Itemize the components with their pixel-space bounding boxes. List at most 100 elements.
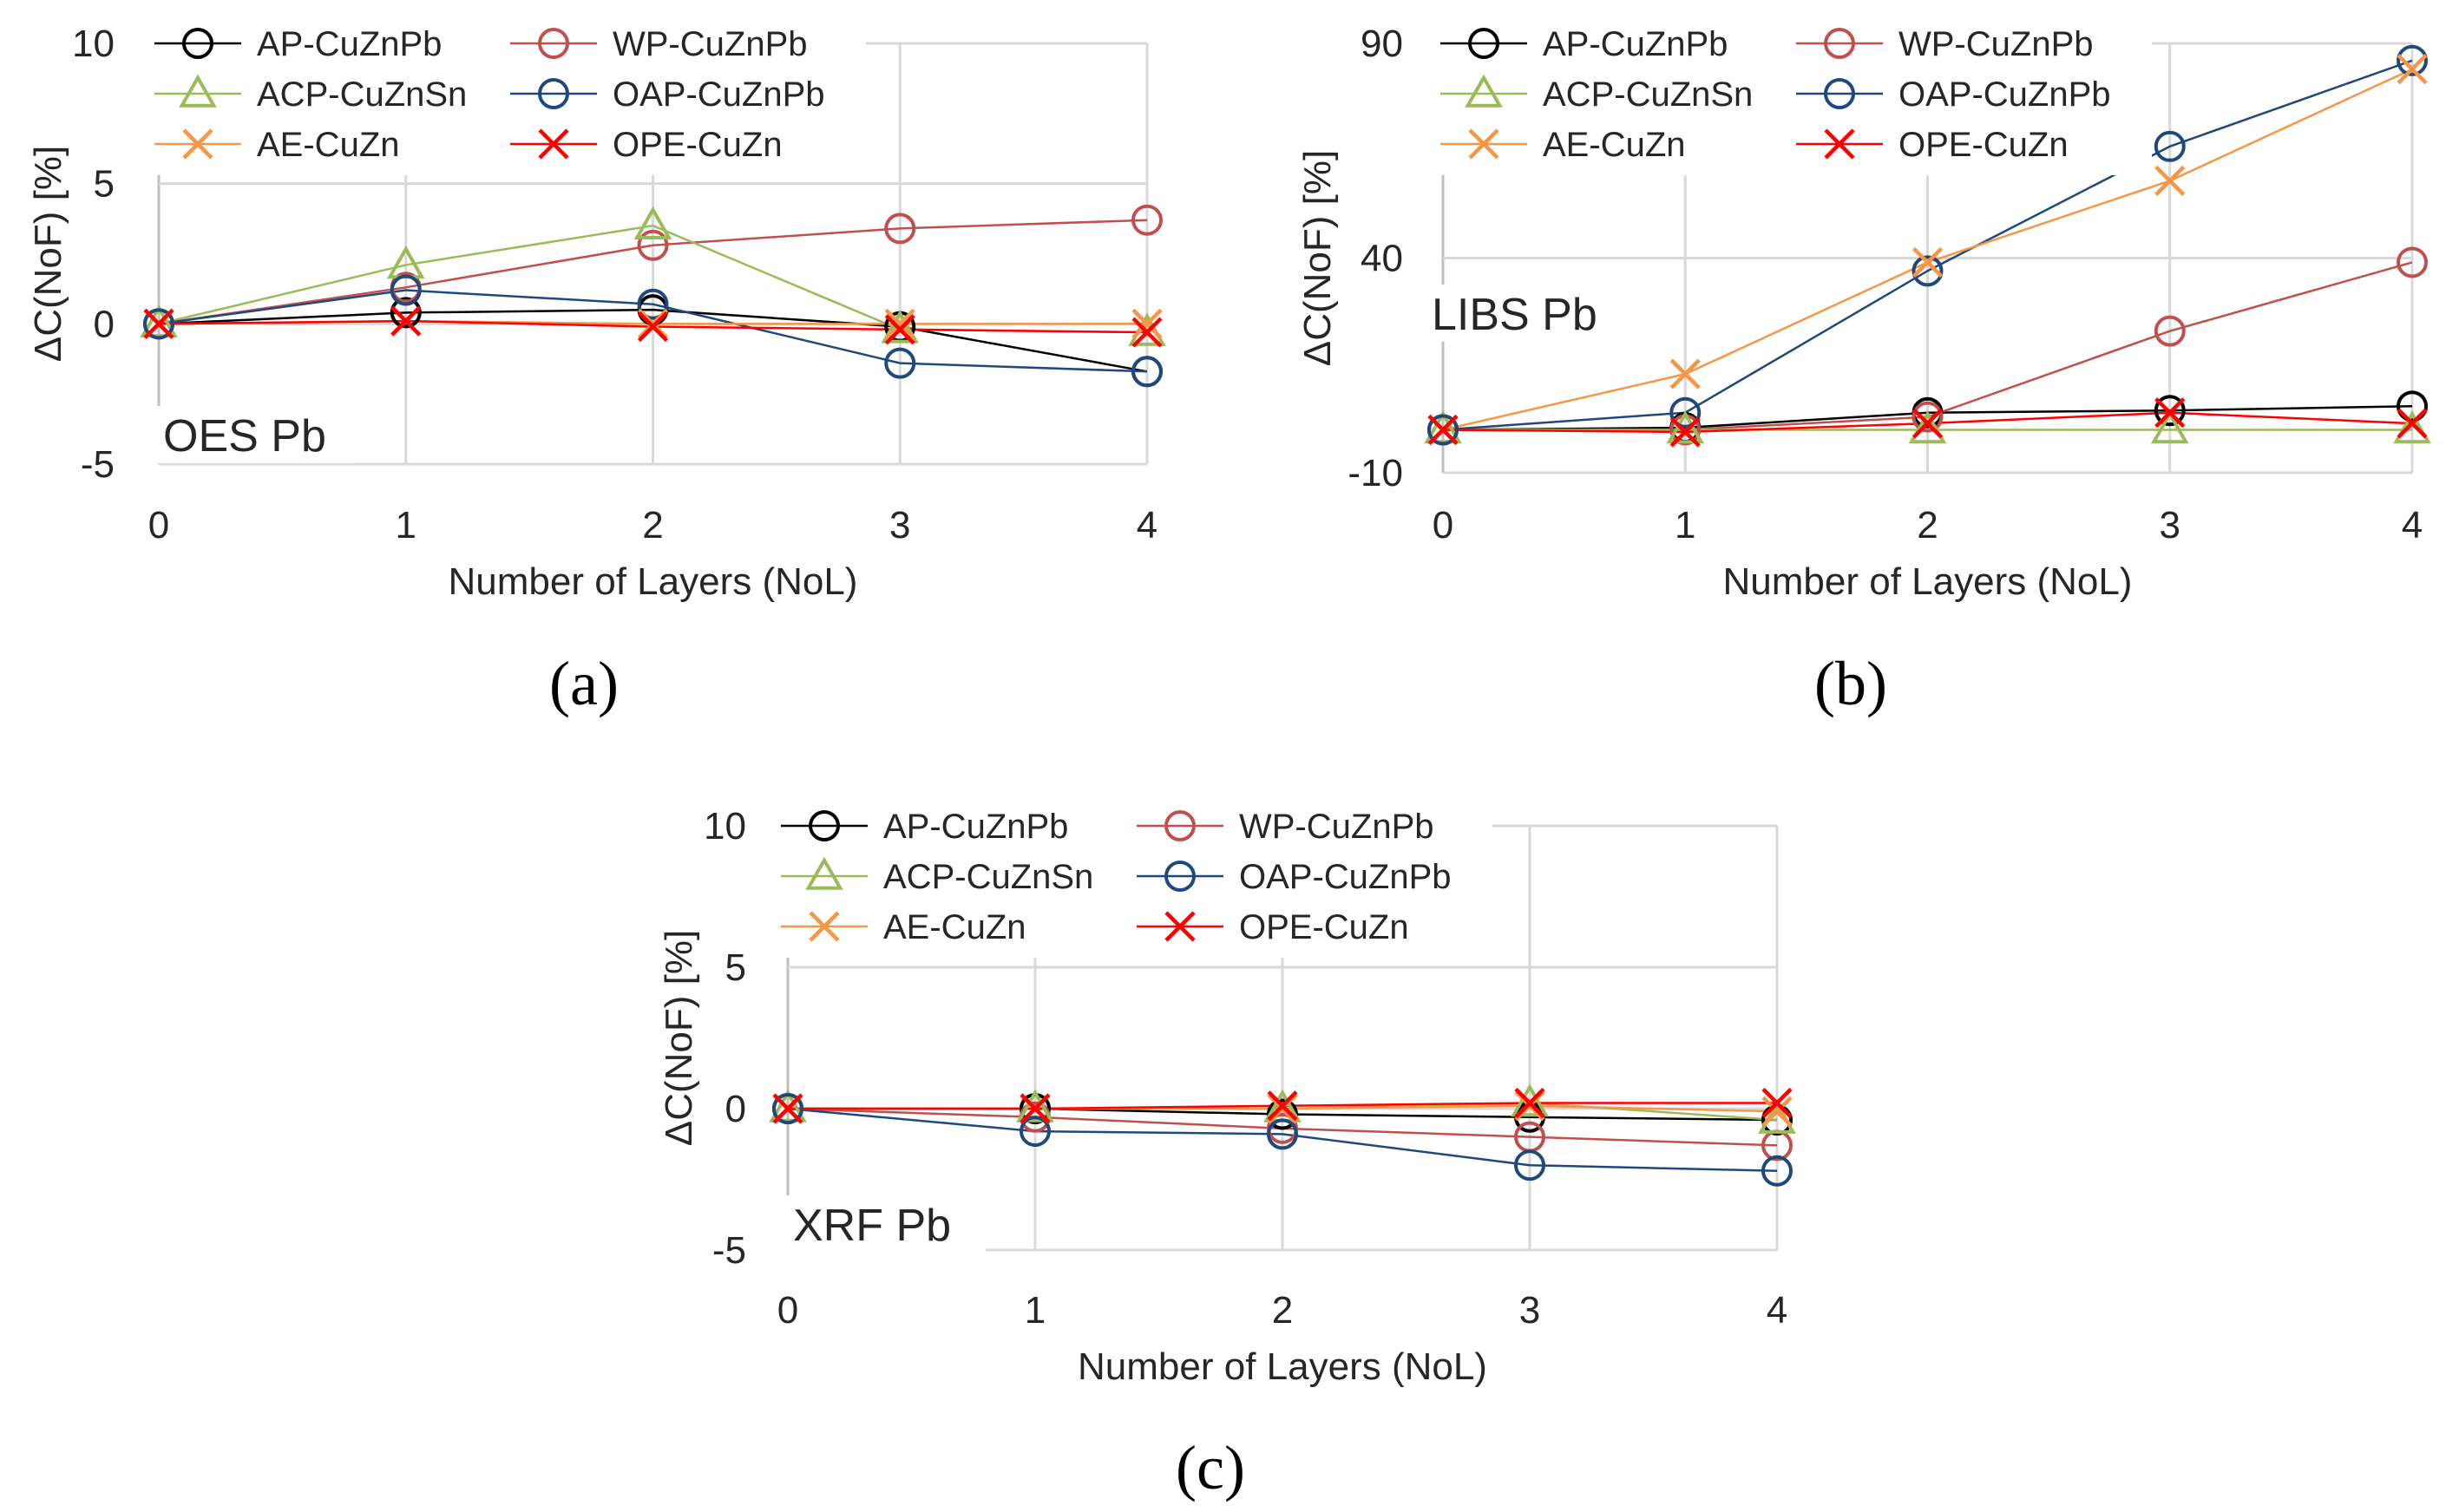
series-line-oap-cuznpb (158, 289, 1148, 373)
data-point-acp-cuznsn (1016, 1089, 1054, 1123)
legend-label: OAP-CuZnPb (1898, 75, 2111, 114)
data-point-ae-cuzn (1131, 308, 1163, 339)
data-point-ae-cuzn (1514, 1090, 1545, 1122)
legend-marker (1465, 74, 1503, 108)
data-point-ae-cuzn (1761, 1096, 1793, 1127)
data-point-acp-cuznsn (1511, 1083, 1549, 1117)
data-point-ope-cuzn (1761, 1087, 1793, 1119)
data-point-ope-cuzn (2397, 408, 2428, 439)
legend-marker (182, 128, 213, 160)
marker-x-stroke (2397, 408, 2428, 439)
data-point-oap-cuznpb (772, 1093, 803, 1124)
x-axis-title: Number of Layers (NoL) (449, 560, 858, 603)
data-point-ope-cuzn (1020, 1093, 1051, 1124)
marker-x-stroke (2397, 54, 2428, 85)
panel-annotation: OES Pb (163, 411, 326, 461)
data-point-acp-cuznsn (2393, 410, 2431, 444)
data-point-ope-cuzn (1669, 416, 1701, 448)
x-tick-label: 3 (889, 504, 910, 547)
legend-item: OAP-CuZnPb (510, 75, 825, 114)
data-point-ae-cuzn (637, 308, 669, 339)
panel-label: (c) (1176, 1433, 1245, 1502)
legend-label: ACP-CuZnSn (257, 75, 467, 114)
legend-marker (809, 810, 840, 841)
legend-label: AE-CuZn (257, 126, 400, 164)
y-axis-title: ΔC(NoF) [%] (658, 930, 700, 1146)
panel-label: (b) (1814, 649, 1887, 718)
marker-x-stroke (143, 308, 174, 339)
legend-label: WP-CuZnPb (1898, 25, 2094, 63)
data-point-ae-cuzn (1912, 246, 1944, 278)
marker-x-stroke (182, 128, 213, 160)
x-axis-title: Number of Layers (NoL) (1723, 560, 2133, 603)
legend-marker (1824, 78, 1855, 109)
x-tick-label: 4 (1137, 504, 1157, 547)
y-tick-label: 90 (1361, 23, 1403, 65)
data-point-oap-cuznpb (637, 288, 669, 320)
data-point-acp-cuznsn (2150, 410, 2189, 444)
marker-x-stroke (1468, 128, 1499, 160)
legend-item: ACP-CuZnSn (154, 74, 467, 114)
marker-x-stroke (1761, 1087, 1793, 1119)
data-point-oap-cuznpb (1131, 356, 1163, 388)
data-point-acp-cuznsn (633, 206, 672, 239)
data-point-oap-cuznpb (2154, 130, 2186, 162)
legend-label: AP-CuZnPb (1543, 25, 1728, 63)
legend-item: OAP-CuZnPb (1137, 858, 1452, 896)
data-point-oap-cuznpb (884, 347, 916, 379)
data-point-oap-cuznpb (143, 308, 174, 340)
x-tick-label: 3 (1519, 1289, 1540, 1332)
data-point-ap-cuznpb (2397, 390, 2428, 422)
x-tick-label: 1 (1675, 504, 1695, 547)
y-axis-title: ΔC(NoF) [%] (1296, 150, 1339, 366)
legend-label: AP-CuZnPb (257, 25, 442, 63)
legend-item: WP-CuZnPb (510, 25, 808, 63)
data-point-ope-cuzn (143, 308, 174, 339)
marker-x-stroke (1761, 1096, 1793, 1127)
data-point-acp-cuznsn (1908, 410, 1947, 444)
legend-item: OPE-CuZn (510, 126, 783, 164)
data-point-ope-cuzn (772, 1093, 803, 1124)
marker-x-stroke (1164, 911, 1196, 942)
legend-label: WP-CuZnPb (1239, 808, 1434, 846)
y-axis-title: ΔC(NoF) [%] (27, 146, 69, 362)
data-point-ope-cuzn (637, 311, 669, 343)
legend-label: AP-CuZnPb (883, 808, 1068, 846)
chart-panel-c: 0 1 2 3 4 -5 0 5 10 Number of Layers (NoL) ΔC(NoF)… (658, 798, 1796, 1502)
data-point-oap-cuznpb (1267, 1118, 1298, 1150)
marker-x-stroke (538, 128, 569, 160)
marker-x-stroke (1131, 308, 1163, 339)
marker-x-stroke (884, 314, 915, 345)
legend-item: AP-CuZnPb (781, 808, 1068, 846)
data-point-oap-cuznpb (390, 274, 422, 306)
marker-x-stroke (1912, 408, 1944, 439)
data-point-wp-cuznpb (884, 213, 916, 245)
legend: AP-CuZnPb WP-CuZnPb ACP-CuZnSn OAP-CuZnPb AE… (772, 798, 1492, 958)
marker-x-stroke (809, 911, 840, 942)
x-tick-label: 3 (2160, 504, 2180, 547)
legend-marker (1824, 128, 1855, 160)
data-point-wp-cuznpb (2397, 246, 2428, 278)
y-tick-label: 10 (72, 23, 115, 65)
legend-label: AE-CuZn (1543, 126, 1686, 164)
marker-x-stroke (1912, 246, 1944, 278)
legend-label: ACP-CuZnSn (1543, 75, 1753, 114)
legend-marker (179, 74, 217, 108)
marker-x-stroke (2154, 165, 2186, 196)
legend-marker (1468, 128, 1499, 160)
x-tick-label: 0 (148, 504, 169, 547)
y-tick-label: -5 (712, 1229, 746, 1272)
marker-x-stroke (884, 308, 915, 339)
series-line-wp-cuznpb (158, 219, 1148, 325)
legend: AP-CuZnPb WP-CuZnPb ACP-CuZnSn OAP-CuZnPb AE… (1432, 16, 2152, 175)
legend-item: OAP-CuZnPb (1796, 75, 2111, 114)
legend-marker (1824, 28, 1855, 59)
data-point-ope-cuzn (1131, 317, 1163, 348)
legend-item: ACP-CuZnSn (781, 856, 1093, 896)
y-tick-label: -5 (81, 443, 115, 486)
chart-panel-b: 0 1 2 3 4 -10 40 90 Number of Layers (NoL) ΔC(NoF… (1296, 16, 2431, 718)
x-tick-label: 4 (2402, 504, 2423, 547)
annotation-background (1425, 285, 1624, 342)
data-point-ae-cuzn (2154, 165, 2186, 196)
marker-x-stroke (637, 308, 669, 339)
